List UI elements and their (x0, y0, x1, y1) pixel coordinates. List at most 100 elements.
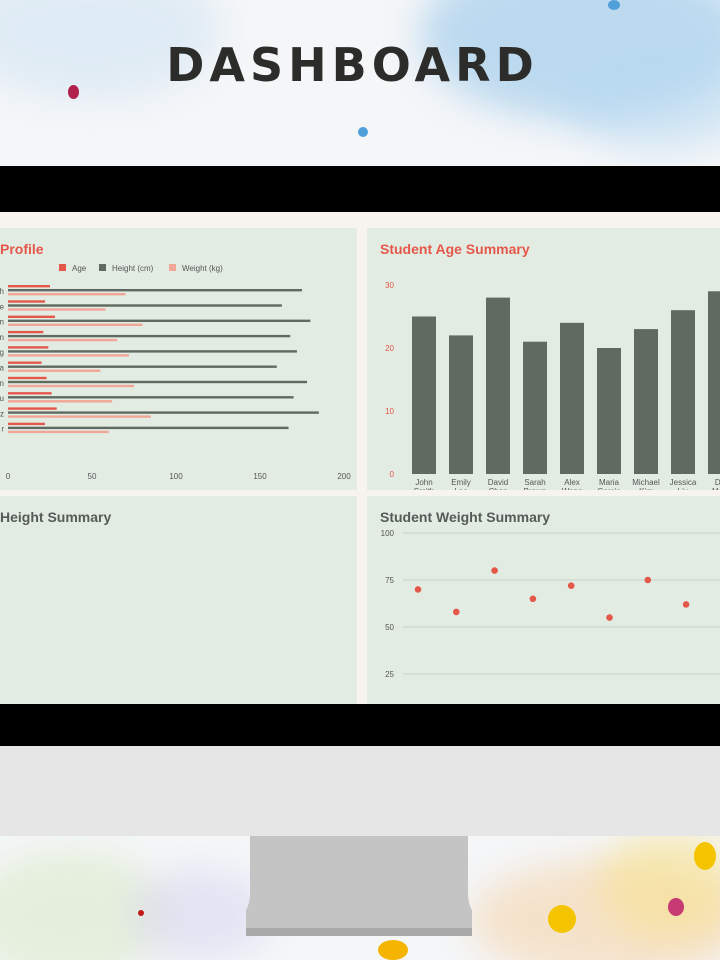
height-chart (0, 496, 357, 704)
y-tick-label: 10 (385, 407, 394, 416)
paint-drop (694, 842, 716, 870)
x-tick-label: Wang (562, 487, 583, 490)
weight-point (453, 608, 460, 616)
profile-bar (8, 365, 277, 368)
y-tick-label: 50 (385, 623, 394, 632)
profile-bar (8, 380, 308, 384)
weight-point (491, 567, 498, 574)
profile-bar (8, 334, 291, 338)
legend-label: Weight (kg) (182, 264, 223, 273)
profile-bar (8, 422, 45, 426)
weight-chart: 25 50 75 100 (381, 529, 720, 679)
age-bar (560, 322, 584, 474)
weight-summary-panel: Student Weight Summary 25 50 75 100 (367, 496, 720, 704)
monitor-screen: Profile Age Height (cm) Weight (kg) h e n n g a n… (0, 212, 720, 704)
weight-point (567, 582, 575, 589)
y-tick-label: 25 (385, 670, 394, 679)
paint-drop (138, 910, 144, 916)
profile-bar (8, 392, 52, 395)
profile-bar (8, 285, 50, 288)
age-bar (412, 316, 436, 474)
weight-point (644, 576, 652, 584)
weight-point (682, 601, 690, 608)
age-bar (486, 297, 510, 474)
monitor-stand (246, 836, 472, 936)
paint-drop (668, 898, 684, 916)
paint-drop (608, 0, 620, 10)
profile-bar (8, 369, 101, 372)
y-tick-label: e (0, 302, 5, 311)
profile-bar (8, 293, 126, 296)
x-tick-label: Jessica (670, 478, 697, 487)
profile-bar (8, 300, 45, 303)
age-chart: 0 10 20 30 JohnSmith EmilyLee DavidChen SarahBr… (385, 281, 720, 490)
x-tick-label: Garcia (597, 487, 621, 490)
y-tick-label: n (0, 333, 4, 342)
y-tick-label: 100 (381, 529, 395, 538)
height-summary-panel: Height Summary (0, 496, 357, 704)
x-tick-label: Mart (712, 487, 720, 490)
x-tick-label: Kim (639, 487, 653, 490)
profile-bar (8, 354, 129, 357)
x-tick-label: Sarah (524, 478, 545, 487)
y-tick-label: h (0, 287, 4, 296)
age-bar (597, 348, 621, 474)
profile-bar (8, 323, 143, 326)
y-tick-label: r (1, 425, 4, 434)
y-tick-label: n (0, 379, 4, 388)
age-bar (634, 329, 658, 474)
paint-drop (548, 905, 576, 933)
height-summary-title: Height Summary (0, 509, 112, 525)
age-bar (523, 341, 547, 474)
x-tick-label: Smith (414, 487, 434, 490)
page-title: DASHBOARD (166, 38, 539, 92)
x-tick-label: 200 (337, 472, 351, 481)
profile-title: Profile (0, 241, 44, 257)
x-tick-label: 100 (169, 472, 183, 481)
x-tick-label: 50 (88, 472, 97, 481)
profile-bar (8, 411, 319, 414)
monitor-chin (0, 746, 720, 836)
legend-label: Height (cm) (112, 264, 154, 273)
profile-bar (8, 289, 302, 292)
profile-bar (8, 330, 44, 334)
profile-bar (8, 426, 289, 430)
profile-bar (8, 376, 47, 380)
profile-bar (8, 346, 49, 349)
x-tick-label: 0 (6, 472, 11, 481)
profile-bar (8, 407, 57, 410)
y-tick-label: z (0, 409, 4, 418)
y-tick-label: 30 (385, 281, 394, 290)
age-bar (708, 291, 720, 474)
profile-bar (8, 308, 106, 311)
y-tick-label: n (0, 318, 4, 327)
x-tick-label: Brown (524, 487, 547, 490)
age-bar (449, 335, 473, 474)
profile-bar (8, 319, 311, 322)
legend-swatch (169, 264, 176, 271)
age-summary-title: Student Age Summary (380, 241, 530, 257)
y-tick-label: 20 (385, 344, 394, 353)
profile-panel: Profile Age Height (cm) Weight (kg) h e n n g a n… (0, 228, 357, 490)
x-tick-label: Alex (564, 478, 580, 487)
x-tick-label: 150 (253, 472, 267, 481)
x-tick-label: Chen (488, 487, 507, 490)
legend-label: Age (72, 264, 87, 273)
paint-drop (358, 127, 368, 137)
y-tick-label: 0 (390, 470, 395, 479)
profile-bar (8, 415, 151, 418)
profile-bar (8, 400, 113, 403)
x-tick-label: David (488, 478, 508, 487)
y-tick-label: u (0, 394, 4, 403)
profile-bar (8, 304, 282, 307)
age-bar (671, 310, 695, 474)
profile-bar (8, 430, 109, 434)
x-tick-label: Lee (454, 487, 468, 490)
age-summary-panel: Student Age Summary 0 10 20 30 JohnSmith Emil… (367, 228, 720, 490)
paint-drop (378, 940, 408, 960)
x-tick-label: Liu (678, 487, 689, 490)
profile-bar (8, 338, 118, 342)
weight-point (414, 586, 422, 593)
legend-swatch (99, 264, 106, 271)
